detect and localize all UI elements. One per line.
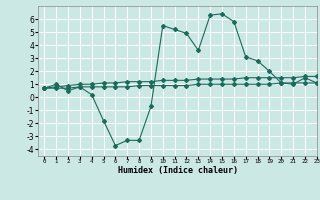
X-axis label: Humidex (Indice chaleur): Humidex (Indice chaleur) xyxy=(118,166,238,175)
